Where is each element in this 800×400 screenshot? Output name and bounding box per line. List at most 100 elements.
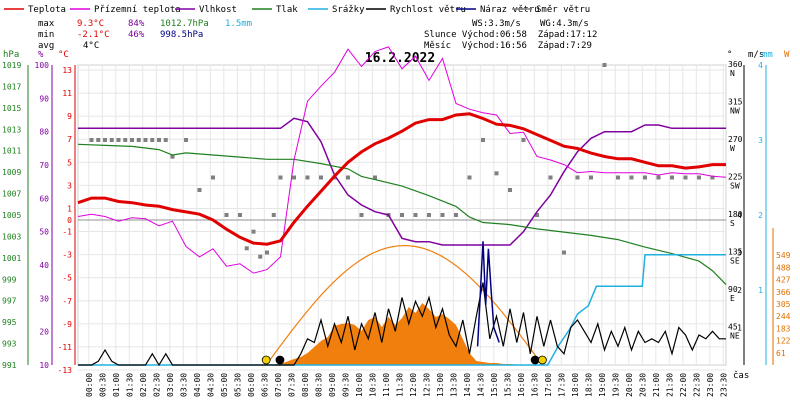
wind-direction-point: [251, 229, 256, 234]
w-tick: 244: [776, 312, 791, 321]
x-tick-label: 19:30: [611, 373, 620, 397]
moonrise-marker: [530, 355, 540, 365]
info-moon: Měsíc Východ:16:56 Západ:7:29: [424, 41, 592, 51]
dir-label: SE: [730, 256, 740, 265]
wind-direction-point: [413, 212, 418, 217]
x-tick-label: 23:30: [719, 373, 728, 397]
mm-tick: 3: [758, 136, 763, 145]
x-axis: 00:00 00:30 01:00 01:30 02:00 02:30 03:00 03:30…: [85, 373, 728, 397]
x-tick-label: 14:00: [463, 373, 472, 397]
mm-unit: mm: [762, 50, 773, 60]
wind-direction-point: [373, 175, 377, 180]
dir-tick: 315: [728, 97, 743, 106]
x-tick-label: 16:00: [517, 373, 526, 397]
dir-label: NE: [730, 331, 740, 340]
wind-direction-point: [602, 63, 607, 67]
x-tick-label: 07:30: [287, 373, 296, 397]
x-tick-label: 06:30: [260, 373, 269, 397]
pct-tick: 100: [35, 61, 50, 70]
c-tick: -7: [62, 297, 72, 306]
wind-direction-point: [440, 212, 445, 217]
w-tick: 488: [776, 263, 791, 272]
wind-direction-point: [670, 175, 674, 180]
wind-direction-point: [548, 175, 553, 180]
wind-direction-point: [359, 212, 364, 217]
legend: Teplota Přízemní teplota Vlhkost Tlak Srážky…: [4, 5, 590, 15]
c-tick: 1: [67, 204, 72, 213]
y-axes: 1019101710151013101110091007100510031001…: [2, 60, 791, 375]
x-tick-label: 00:00: [85, 373, 94, 397]
mm-tick: 4: [758, 61, 763, 70]
x-tick-label: 12:30: [422, 373, 431, 397]
wind-direction-point: [211, 175, 215, 180]
pct-tick: 90: [39, 94, 49, 103]
radiation-area: [267, 303, 537, 365]
hpa-tick: 1011: [2, 147, 21, 156]
dir-tick: 360: [728, 60, 743, 69]
hpa-tick: 1003: [2, 232, 21, 241]
wind-direction-point: [238, 212, 242, 217]
hpa-tick: 1013: [2, 125, 21, 134]
legend-label: Teplota: [28, 5, 66, 15]
c-tick: 11: [62, 89, 72, 98]
wind-direction-point: [265, 250, 269, 255]
x-tick-label: 15:00: [490, 373, 499, 397]
wind-direction-point: [683, 175, 688, 180]
info-sun: Slunce Východ:06:58 Západ:17:12: [424, 30, 597, 40]
wind-direction-point: [103, 137, 107, 142]
x-tick-label: 14:30: [476, 373, 485, 397]
x-tick-label: 07:00: [274, 373, 283, 397]
c-tick: -3: [62, 251, 72, 260]
dir-tick: 180: [728, 210, 743, 219]
x-tick-label: 08:00: [301, 373, 310, 397]
x-tick-label: 15:30: [503, 373, 512, 397]
wind-direction-point: [136, 137, 141, 142]
c-tick: 3: [67, 181, 72, 190]
dir-tick: 45: [728, 322, 738, 331]
info-wg: WG:4.3m/s: [540, 19, 589, 29]
dir-tick: 270: [728, 135, 743, 144]
dir-label: S: [730, 219, 735, 228]
wind-direction-point: [244, 246, 249, 251]
temperature-line: [77, 112, 726, 246]
legend-label: Tlak: [276, 5, 298, 15]
wind-direction-point: [481, 137, 485, 142]
legend-label: Přízemní teplota: [94, 5, 181, 15]
radiation-max-curve: [265, 245, 543, 366]
ms-tick: 2: [737, 286, 742, 295]
wind-direction-point: [163, 137, 168, 142]
w-tick: 183: [776, 324, 791, 333]
plot-area: [77, 46, 727, 367]
sunset-marker: [538, 355, 547, 365]
x-tick-label: 16:30: [530, 373, 539, 397]
stats-max-hum: 84%: [128, 19, 145, 29]
hpa-tick: 1009: [2, 168, 21, 177]
wind-direction-point: [271, 212, 276, 217]
c-tick: 0: [67, 216, 72, 225]
pct-tick: 70: [39, 161, 49, 170]
ms-tick: 3: [737, 249, 742, 258]
stats-min-press: 998.5hPa: [160, 30, 203, 40]
x-tick-label: 22:00: [679, 373, 688, 397]
ground-temp-line: [77, 46, 727, 274]
wind-direction-point: [535, 212, 539, 217]
stats: max 9.3°C 84% 1012.7hPa 1.5mm min -2.1°C…: [38, 19, 252, 51]
stats-max-temp: 9.3°C: [77, 19, 104, 29]
x-tick-label: 02:30: [152, 373, 161, 397]
c-tick: -11: [58, 343, 73, 352]
wind-direction-point: [224, 212, 229, 217]
hpa-tick: 993: [2, 340, 17, 349]
hpa-tick: 999: [2, 275, 17, 284]
mm-tick: 1: [758, 286, 763, 295]
x-tick-label: 01:00: [112, 373, 121, 397]
dir-label: E: [730, 294, 735, 303]
w-tick: 427: [776, 276, 791, 285]
wind-direction-point: [197, 187, 202, 192]
wind-speed-line: [78, 282, 726, 367]
wind-direction-point: [130, 137, 134, 142]
wind-direction-point: [89, 137, 94, 142]
wind-direction-point: [643, 175, 647, 180]
dir-tick: 90: [728, 285, 738, 294]
x-tick-label: 11:00: [382, 373, 391, 397]
x-tick-label: 17:00: [544, 373, 553, 397]
